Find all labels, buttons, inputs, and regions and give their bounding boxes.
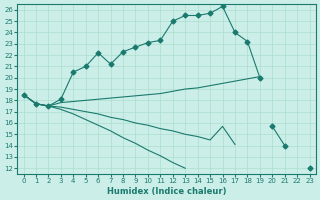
X-axis label: Humidex (Indice chaleur): Humidex (Indice chaleur) xyxy=(107,187,226,196)
